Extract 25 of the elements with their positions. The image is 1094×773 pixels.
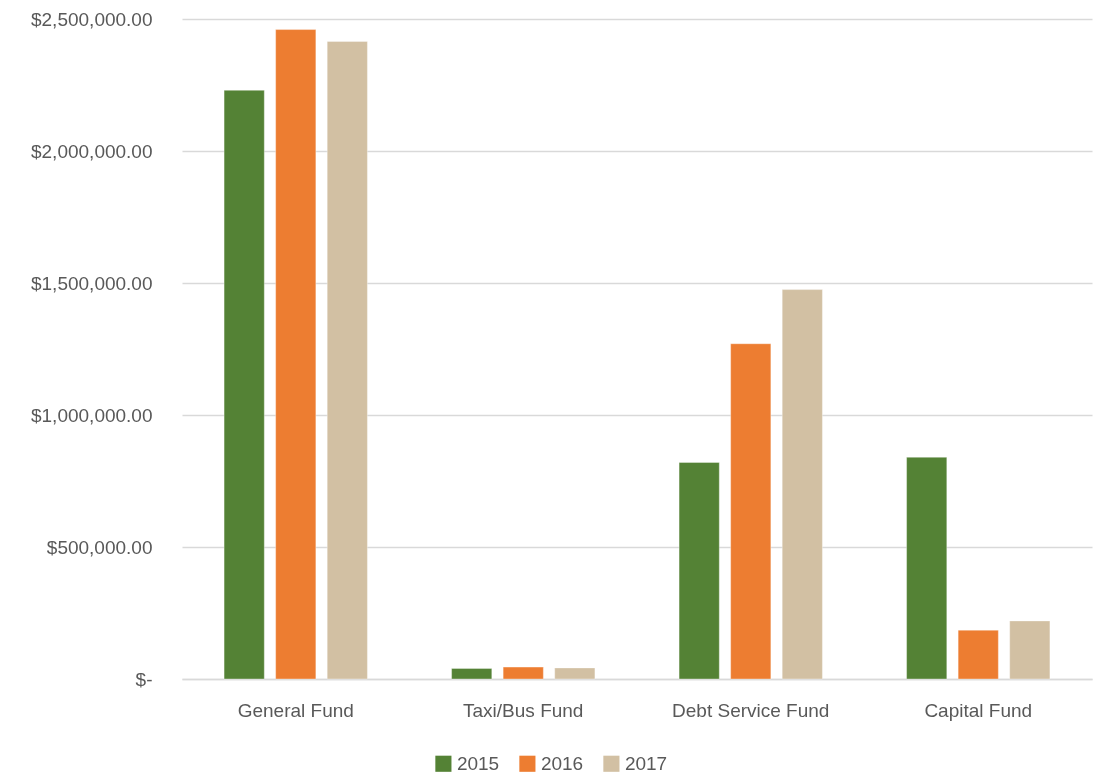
x-tick-label: General Fund xyxy=(237,699,354,721)
x-tick-label: Capital Fund xyxy=(924,699,1033,721)
y-tick-label: $1,500,000.00 xyxy=(30,272,153,294)
x-tick-label: Taxi/Bus Fund xyxy=(463,699,584,721)
legend-label: 2017 xyxy=(624,752,668,773)
y-tick-label: $- xyxy=(135,668,153,690)
legend-label: 2015 xyxy=(456,752,500,773)
bar xyxy=(1009,620,1051,680)
bar xyxy=(451,668,493,680)
x-tick-label: Debt Service Fund xyxy=(672,699,830,721)
bar xyxy=(554,667,596,680)
y-tick-label: $2,500,000.00 xyxy=(30,8,153,30)
y-tick-label: $2,000,000.00 xyxy=(30,140,153,162)
y-tick-label: $1,000,000.00 xyxy=(30,404,153,426)
y-tick-label: $500,000.00 xyxy=(46,536,153,558)
bar xyxy=(326,41,368,680)
bar xyxy=(730,343,772,680)
bar xyxy=(781,289,823,680)
bar xyxy=(275,29,317,680)
legend-label: 2016 xyxy=(540,752,584,773)
bar xyxy=(502,666,544,680)
bar xyxy=(957,629,999,680)
bar xyxy=(906,456,948,680)
bar xyxy=(678,462,720,680)
bar xyxy=(223,89,265,680)
